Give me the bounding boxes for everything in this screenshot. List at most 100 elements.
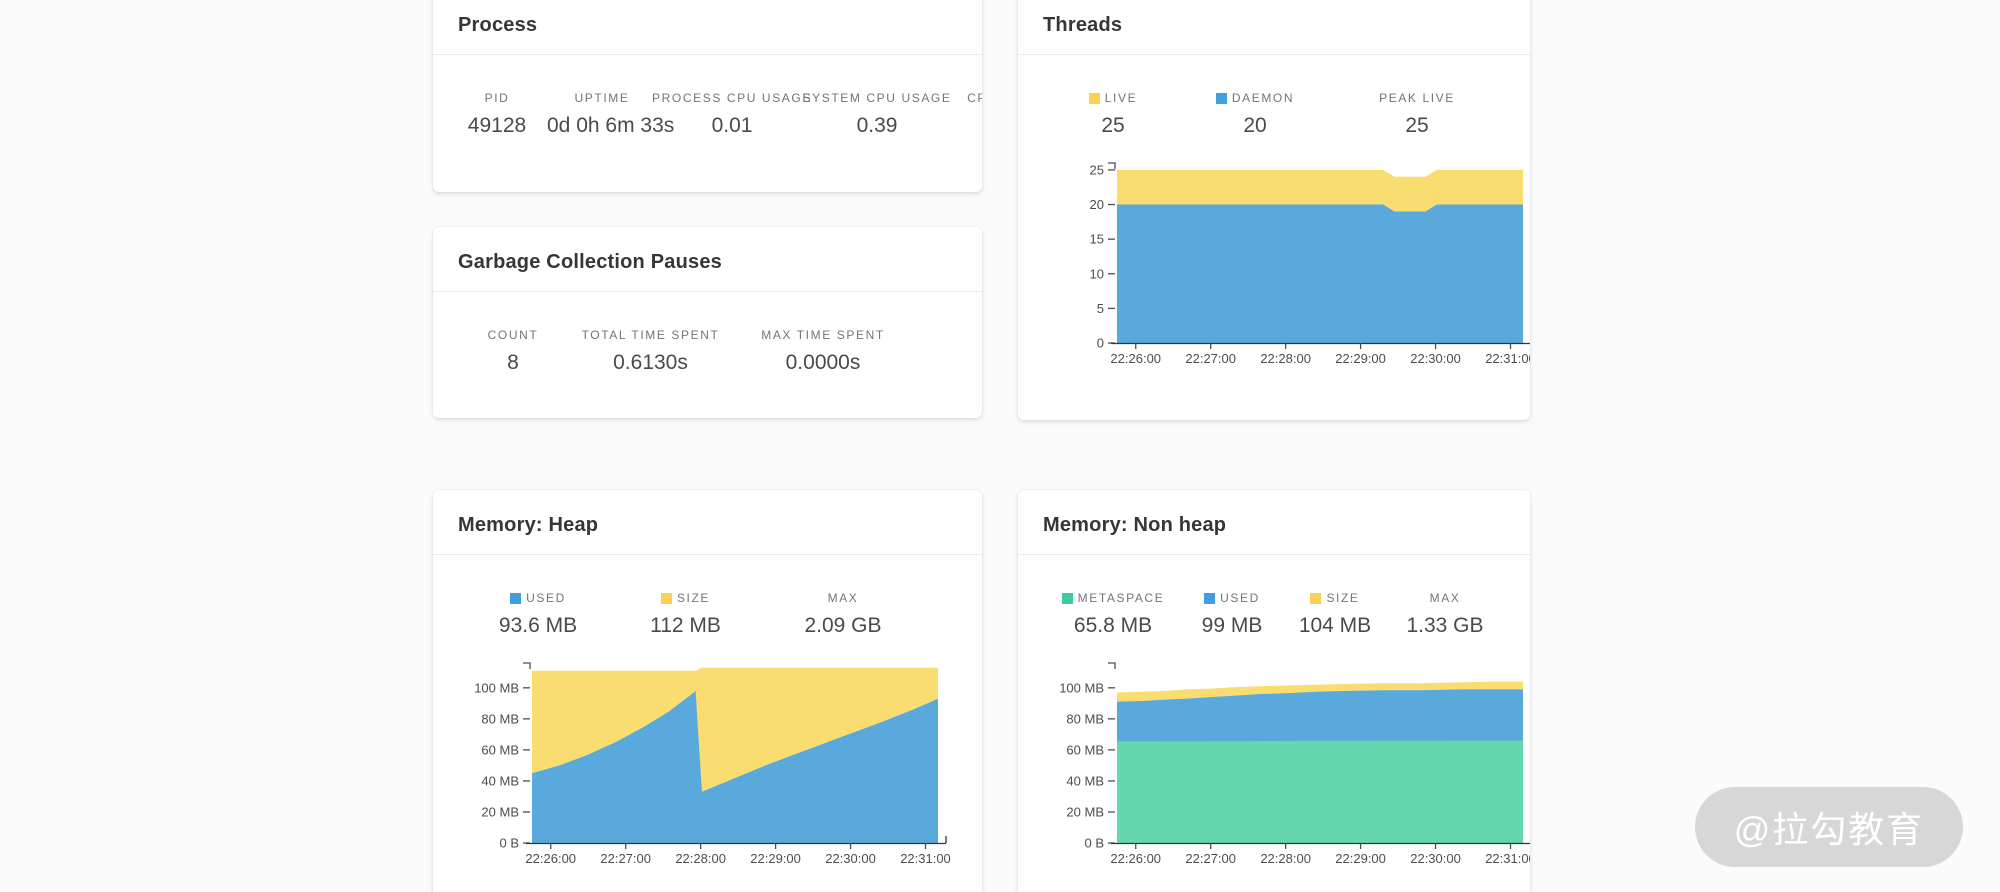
x-tick-label: 22:26:00 — [1110, 851, 1161, 866]
heap-chart-holder: 0 B 20 MB 40 MB 60 MB 80 MB 100 MB 22:26:00 22:… — [433, 650, 982, 875]
stat-live: LIVE 25 — [1038, 91, 1188, 138]
stat-value: 25 — [1405, 114, 1429, 137]
stat-label: LIVE — [1038, 91, 1188, 105]
stat-label: USED — [453, 591, 623, 605]
card-process-title: Process — [458, 14, 538, 36]
threads-chart: 0 5 10 15 20 25 22:26:00 22:27:00 22:28:00 22:29:… — [1090, 162, 1530, 366]
stat-label: UPTIME — [547, 91, 657, 105]
stat-size: SIZE 104 MB — [1270, 591, 1400, 638]
x-tick-label: 22:30:00 — [825, 851, 876, 866]
chart-series — [1117, 169, 1523, 343]
x-tick-label: 22:30:00 — [1410, 851, 1461, 866]
stat-value: 65.8 MB — [1073, 614, 1153, 637]
x-tick-label: 22:29:00 — [750, 851, 801, 866]
y-tick-label: 15 — [1090, 232, 1104, 247]
y-axis-top-bracket — [523, 662, 531, 669]
stat-label-text: MAX — [827, 591, 859, 605]
stat-max-time-spent: MAX TIME SPENT 0.0000s — [708, 328, 938, 375]
chart-series — [532, 667, 938, 843]
stat-label-text: TOTAL TIME SPENT — [581, 328, 720, 342]
y-tick-label: 20 MB — [481, 804, 519, 819]
nonheap-legend-row: METASPACE 65.8 MB USED 99 MB SIZE 104 MB MAX 1.… — [1018, 591, 1530, 638]
stat-value: 1.33 GB — [1406, 614, 1484, 637]
y-tick-label: 25 — [1090, 162, 1104, 177]
y-axis-top-bracket — [1108, 662, 1116, 669]
used-area — [532, 690, 938, 843]
stat-value: 0.39 — [856, 114, 898, 137]
daemon-area — [1117, 204, 1523, 343]
y-tick-label: 0 B — [1084, 836, 1104, 851]
stat-label-text: SYSTEM CPU USAGE — [802, 91, 952, 105]
stat-label-text: PID — [484, 91, 510, 105]
stat-value: 99 MB — [1201, 614, 1263, 637]
x-tick-label: 22:29:00 — [1335, 351, 1386, 366]
stat-label: METASPACE — [1032, 591, 1194, 605]
card-nonheap-header: Memory: Non heap — [1018, 490, 1530, 555]
stat-value: 2.09 GB — [804, 614, 882, 637]
stat-pid: PID 49128 — [447, 91, 547, 138]
card-heap-header: Memory: Heap — [433, 490, 982, 555]
y-tick-label: 10 — [1090, 266, 1104, 281]
blue-legend-swatch-icon — [1204, 592, 1216, 604]
threads-legend-row: LIVE 25 DAEMON 20 PEAK LIVE 25 — [1018, 91, 1530, 138]
card-nonheap-title: Memory: Non heap — [1043, 514, 1227, 536]
stat-label-text: USED — [1220, 591, 1260, 605]
x-tick-label: 22:26:00 — [1110, 351, 1161, 366]
stat-label: PROCESS CPU USAGE — [652, 91, 810, 105]
stat-metaspace: METASPACE 65.8 MB — [1032, 591, 1194, 638]
stat-max: MAX 1.33 GB — [1400, 591, 1490, 638]
stat-label: MAX — [1400, 591, 1490, 605]
stat-label-text: SIZE — [676, 591, 711, 605]
x-tick-label: 22:28:00 — [1260, 351, 1311, 366]
stat-daemon: DAEMON 20 — [1188, 91, 1322, 138]
card-nonheap-body: METASPACE 65.8 MB USED 99 MB SIZE 104 MB MAX 1.… — [1018, 555, 1530, 875]
process-stats-row: PID 49128 UPTIME 0d 0h 6m 33s PROCESS CPU US… — [433, 91, 982, 138]
x-axis: 22:26:00 22:27:00 22:28:00 22:29:00 22:30:00… — [525, 836, 951, 866]
card-nonheap: Memory: Non heap METASPACE 65.8 MB USED 99 … — [1018, 490, 1530, 892]
stat-value: 0.01 — [711, 114, 753, 137]
x-axis: 22:26:00 22:27:00 22:28:00 22:29:00 22:30:00… — [1110, 842, 1530, 866]
stat-peak-live: PEAK LIVE 25 — [1322, 91, 1512, 138]
stat-value: 112 MB — [650, 614, 721, 637]
stat-label-text: LIVE — [1104, 91, 1138, 105]
x-tick-label: 22:31:00 — [1485, 851, 1530, 866]
stat-used: USED 93.6 MB — [453, 591, 623, 638]
stat-cpus: CPUS — [947, 91, 982, 138]
stat-label: SYSTEM CPU USAGE — [803, 91, 950, 105]
y-tick-label: 100 MB — [1059, 680, 1104, 695]
stat-total-time-spent: TOTAL TIME SPENT 0.6130s — [582, 328, 718, 375]
x-tick-label: 22:28:00 — [1260, 851, 1311, 866]
stat-label: MAX — [748, 591, 938, 605]
yellow-legend-swatch-icon — [1310, 592, 1322, 604]
y-tick-label: 80 MB — [481, 711, 519, 726]
stat-label-text: PEAK LIVE — [1379, 91, 1455, 105]
card-threads: Threads LIVE 25 DAEMON 20 PEAK LIVE 25 0 5 10 15… — [1018, 0, 1530, 420]
card-process: Process PID 49128 UPTIME 0d 0h 6m 33s PROCES… — [433, 0, 982, 192]
stat-label-text: USED — [526, 591, 566, 605]
stat-label: COUNT — [433, 328, 593, 342]
stat-label-text: SIZE — [1326, 591, 1360, 605]
card-threads-header: Threads — [1018, 0, 1530, 55]
stat-value: 8 — [507, 351, 519, 374]
heap-legend-row: USED 93.6 MB SIZE 112 MB MAX 2.09 GB — [433, 591, 982, 638]
y-tick-label: 100 MB — [474, 680, 519, 695]
green-legend-swatch-icon — [1061, 592, 1073, 604]
stat-value: 20 — [1243, 114, 1267, 137]
y-tick-label: 20 MB — [1066, 804, 1104, 819]
stat-label-text: UPTIME — [574, 91, 630, 105]
yellow-legend-swatch-icon — [1088, 92, 1100, 104]
stat-max: MAX 2.09 GB — [748, 591, 938, 638]
stat-system-cpu-usage: SYSTEM CPU USAGE 0.39 — [803, 91, 950, 138]
x-tick-label: 22:27:00 — [1185, 851, 1236, 866]
yellow-legend-swatch-icon — [660, 592, 672, 604]
y-tick-label: 5 — [1097, 301, 1104, 316]
y-tick-label: 0 — [1097, 336, 1104, 351]
y-tick-label: 80 MB — [1066, 711, 1104, 726]
card-gc-body: COUNT 8 TOTAL TIME SPENT 0.6130s MAX TIME SP… — [433, 292, 982, 375]
stat-label-text: COUNT — [487, 328, 539, 342]
x-tick-label: 22:28:00 — [675, 851, 726, 866]
y-tick-label: 60 MB — [481, 742, 519, 757]
y-axis: 0 B 20 MB 40 MB 60 MB 80 MB 100 MB — [1059, 662, 1116, 851]
chart-series — [1117, 681, 1523, 843]
